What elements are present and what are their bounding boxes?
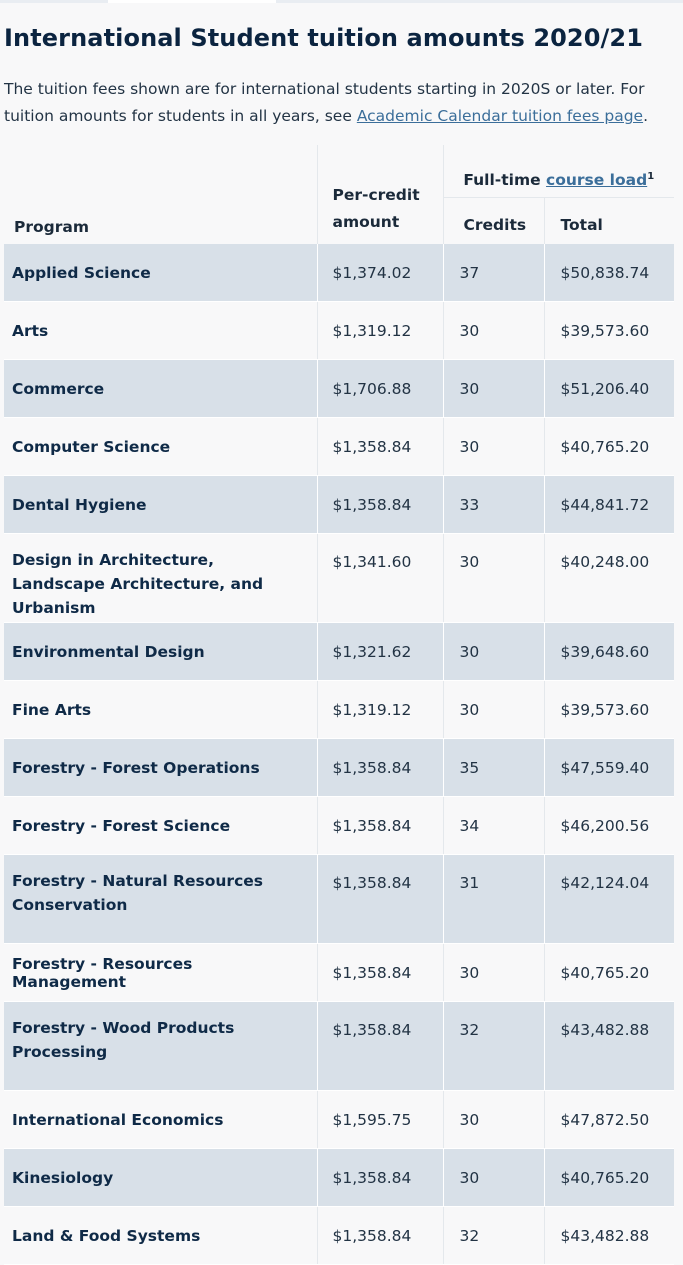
total-cell: $46,200.56	[543, 796, 674, 855]
credits-cell: 30	[442, 622, 544, 681]
per-credit-cell: $1,358.84	[316, 854, 443, 944]
program-cell: Computer Science	[4, 417, 317, 476]
program-cell: Forestry - Wood Products Processing	[4, 1001, 317, 1091]
program-cell: Environmental Design	[4, 622, 317, 681]
total-cell: $40,765.20	[543, 1148, 674, 1207]
per-credit-cell: $1,358.84	[316, 796, 443, 855]
credits-cell: 35	[442, 738, 544, 797]
program-cell: Applied Science	[4, 244, 317, 302]
intro-end: .	[643, 107, 649, 125]
per-credit-cell: $1,358.84	[316, 943, 443, 1002]
table-body: Applied Science $1,374.02 37 $50,838.74 Arts…	[4, 244, 674, 1265]
table-row: Environmental Design $1,321.62 30 $39,648.6…	[4, 622, 674, 681]
course-load-link[interactable]: course load	[546, 171, 648, 189]
table-row: Computer Science $1,358.84 30 $40,765.20	[4, 417, 674, 476]
credits-cell: 37	[442, 244, 544, 302]
credits-cell: 30	[442, 680, 544, 739]
total-cell: $51,206.40	[543, 359, 674, 418]
total-cell: $39,648.60	[543, 622, 674, 681]
program-cell: Forestry - Natural Resources Conservatio…	[4, 854, 317, 944]
intro-text: The tuition fees shown are for internati…	[4, 80, 645, 125]
credits-cell: 33	[442, 475, 544, 534]
total-cell: $44,841.72	[543, 475, 674, 534]
total-cell: $43,482.88	[543, 1001, 674, 1091]
header-total: Total	[543, 197, 674, 244]
table-row: Forestry - Wood Products Processing $1,35…	[4, 1001, 674, 1091]
credits-cell: 30	[442, 359, 544, 418]
total-cell: $47,872.50	[543, 1090, 674, 1149]
credits-cell: 32	[442, 1206, 544, 1265]
table-row: Forestry - Natural Resources Conservatio…	[4, 854, 674, 944]
program-cell: Land & Food Systems	[4, 1206, 317, 1265]
per-credit-cell: $1,358.84	[316, 738, 443, 797]
total-cell: $39,573.60	[543, 680, 674, 739]
program-cell: Design in Architecture, Landscape Archit…	[4, 533, 317, 623]
active-tab-indicator[interactable]	[108, 0, 276, 3]
table-row: Forestry - Forest Operations $1,358.84 35 $…	[4, 738, 674, 797]
table-row: International Economics $1,595.75 30 $47,87…	[4, 1090, 674, 1149]
per-credit-cell: $1,321.62	[316, 622, 443, 681]
total-cell: $47,559.40	[543, 738, 674, 797]
per-credit-cell: $1,358.84	[316, 1148, 443, 1207]
page-title: International Student tuition amounts 20…	[4, 24, 643, 52]
table-row: Land & Food Systems $1,358.84 32 $43,482.88	[4, 1206, 674, 1265]
per-credit-cell: $1,706.88	[316, 359, 443, 418]
per-credit-cell: $1,358.84	[316, 475, 443, 534]
program-cell: Fine Arts	[4, 680, 317, 739]
table-row: Design in Architecture, Landscape Archit…	[4, 533, 674, 623]
total-cell: $42,124.04	[543, 854, 674, 944]
credits-cell: 30	[442, 417, 544, 476]
program-cell: Arts	[4, 301, 317, 360]
credits-cell: 30	[442, 533, 544, 623]
per-credit-cell: $1,374.02	[316, 244, 443, 302]
per-credit-cell: $1,358.84	[316, 1206, 443, 1265]
credits-cell: 30	[442, 301, 544, 360]
tuition-table: Program Per-credit amount Full-time cour…	[4, 145, 674, 1265]
intro-paragraph: The tuition fees shown are for internati…	[4, 76, 674, 130]
program-cell: Forestry - Forest Operations	[4, 738, 317, 797]
credits-cell: 31	[442, 854, 544, 944]
table-row: Forestry - Resources Management $1,358.84…	[4, 943, 674, 1002]
table-row: Commerce $1,706.88 30 $51,206.40	[4, 359, 674, 418]
academic-calendar-link[interactable]: Academic Calendar tuition fees page	[356, 107, 644, 125]
table-row: Arts $1,319.12 30 $39,573.60	[4, 301, 674, 360]
total-cell: $40,248.00	[543, 533, 674, 623]
credits-cell: 34	[442, 796, 544, 855]
total-cell: $50,838.74	[543, 244, 674, 302]
program-cell: Forestry - Resources Management	[4, 943, 317, 1002]
top-nav-strip	[0, 0, 683, 3]
per-credit-cell: $1,358.84	[316, 1001, 443, 1091]
table-row: Dental Hygiene $1,358.84 33 $44,841.72	[4, 475, 674, 534]
total-cell: $40,765.20	[543, 943, 674, 1002]
header-per-credit: Per-credit amount	[316, 145, 443, 244]
program-cell: Kinesiology	[4, 1148, 317, 1207]
header-full-time-label: Full-time	[463, 171, 547, 189]
program-cell: Commerce	[4, 359, 317, 418]
table-row: Kinesiology $1,358.84 30 $40,765.20	[4, 1148, 674, 1207]
credits-cell: 30	[442, 943, 544, 1002]
credits-cell: 30	[442, 1148, 544, 1207]
table-row: Applied Science $1,374.02 37 $50,838.74	[4, 244, 674, 302]
header-credits: Credits	[442, 197, 544, 244]
total-cell: $43,482.88	[543, 1206, 674, 1265]
table-row: Fine Arts $1,319.12 30 $39,573.60	[4, 680, 674, 739]
total-cell: $40,765.20	[543, 417, 674, 476]
credits-cell: 32	[442, 1001, 544, 1091]
per-credit-cell: $1,319.12	[316, 301, 443, 360]
per-credit-cell: $1,341.60	[316, 533, 443, 623]
per-credit-cell: $1,358.84	[316, 417, 443, 476]
footnote-marker[interactable]: 1	[647, 170, 655, 182]
program-cell: Dental Hygiene	[4, 475, 317, 534]
program-cell: International Economics	[4, 1090, 317, 1149]
credits-cell: 30	[442, 1090, 544, 1149]
header-full-time-course-load: Full-time course load1	[442, 145, 674, 198]
total-cell: $39,573.60	[543, 301, 674, 360]
program-cell: Forestry - Forest Science	[4, 796, 317, 855]
per-credit-cell: $1,319.12	[316, 680, 443, 739]
table-row: Forestry - Forest Science $1,358.84 34 $46,…	[4, 796, 674, 855]
header-program: Program	[14, 218, 90, 236]
per-credit-cell: $1,595.75	[316, 1090, 443, 1149]
